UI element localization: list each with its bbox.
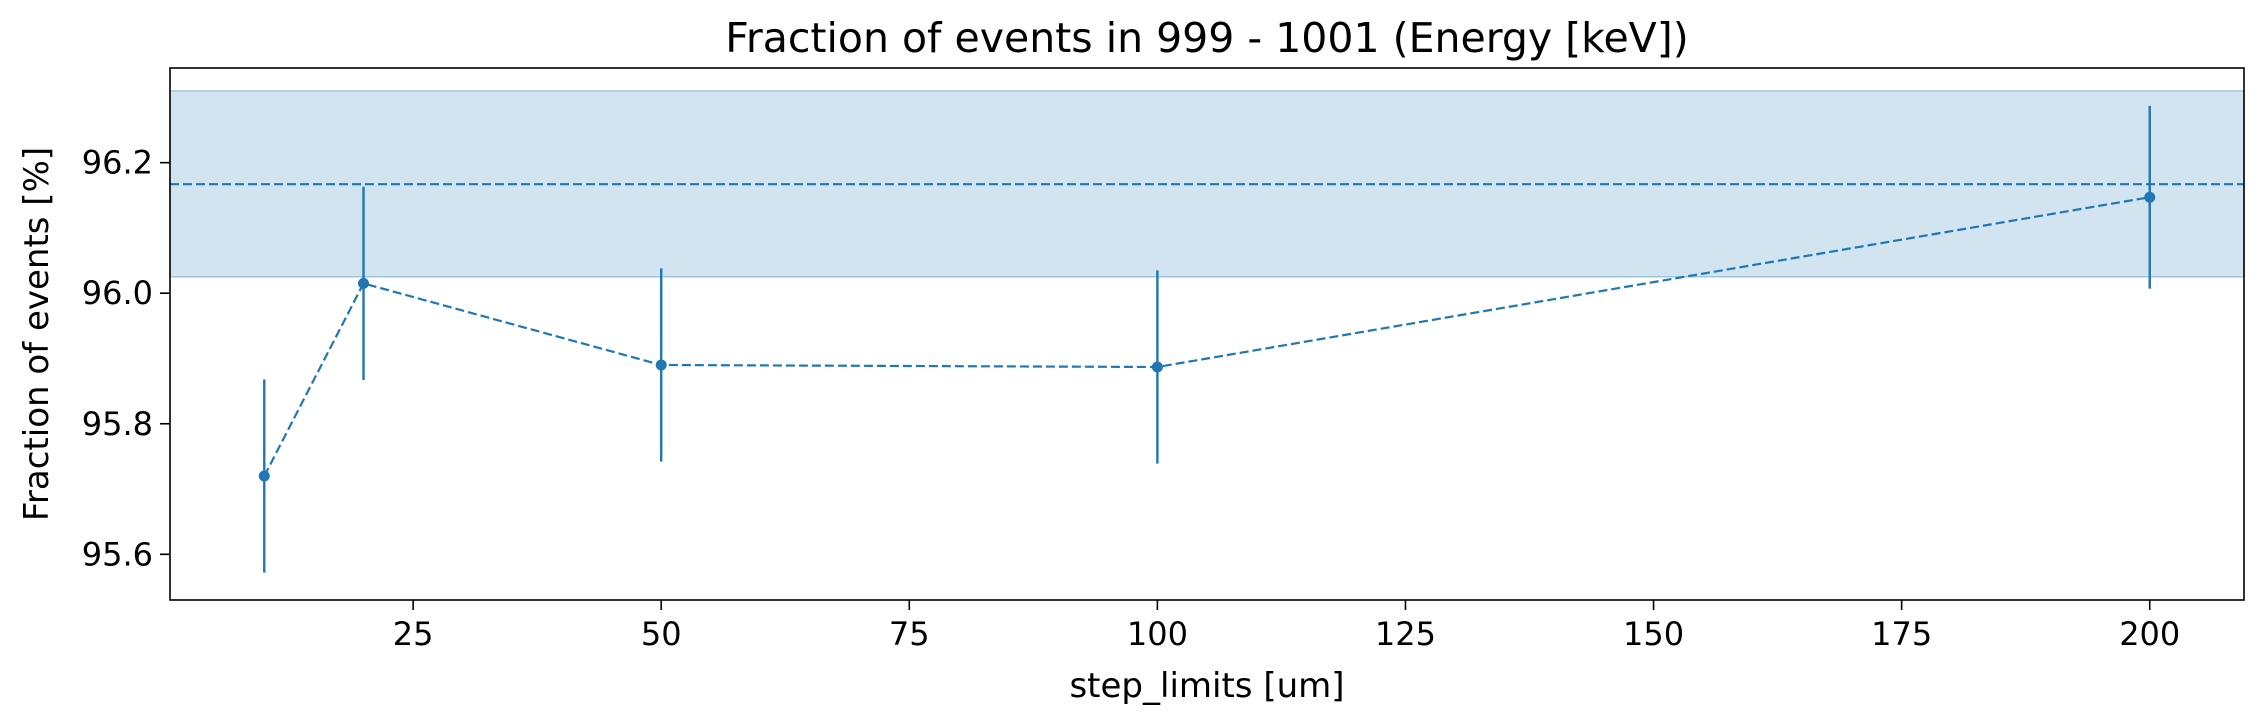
plot-frame	[169, 67, 2245, 601]
x-tick-label: 100	[1127, 615, 1188, 653]
x-tick-label: 125	[1375, 615, 1436, 653]
x-tick-label: 200	[2119, 615, 2180, 653]
y-tick-label: 95.8	[82, 405, 153, 443]
data-point	[655, 359, 667, 371]
y-axis-label: Fraction of events [%]	[17, 147, 57, 521]
x-axis-label: step_limits [um]	[1069, 666, 1344, 706]
y-tick-label: 96.0	[82, 274, 153, 312]
x-tick-label: 50	[641, 615, 682, 653]
x-axis-ticks: 25 50 75 100 125 150 175 200	[393, 600, 2180, 653]
chart-title: Fraction of events in 999 - 1001 (Energy…	[725, 14, 1688, 62]
data-point	[258, 470, 270, 482]
y-axis-ticks: 95.6 95.8 96.0 96.2	[82, 144, 170, 573]
data-point	[2144, 191, 2156, 203]
marker-layer	[258, 191, 2156, 482]
x-tick-label: 75	[889, 615, 930, 653]
data-point	[1151, 361, 1163, 373]
y-tick-label: 95.6	[82, 535, 153, 573]
x-tick-label: 25	[393, 615, 434, 653]
x-tick-label: 150	[1623, 615, 1684, 653]
data-point	[358, 277, 370, 289]
y-tick-label: 96.2	[82, 144, 153, 182]
x-tick-label: 175	[1871, 615, 1932, 653]
